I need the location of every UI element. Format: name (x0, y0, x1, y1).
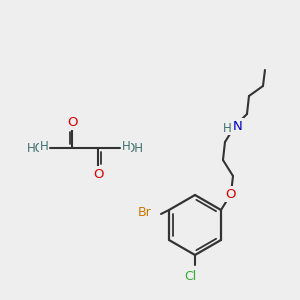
Text: H: H (223, 122, 231, 134)
Text: O: O (93, 167, 103, 181)
Text: H: H (122, 140, 130, 154)
Text: HO: HO (27, 142, 45, 154)
Text: O: O (226, 188, 236, 200)
Text: H: H (40, 140, 48, 154)
Text: O: O (67, 116, 77, 128)
Text: Cl: Cl (184, 271, 196, 284)
Text: N: N (233, 119, 243, 133)
Text: OH: OH (125, 142, 143, 154)
Text: Br: Br (138, 206, 152, 218)
